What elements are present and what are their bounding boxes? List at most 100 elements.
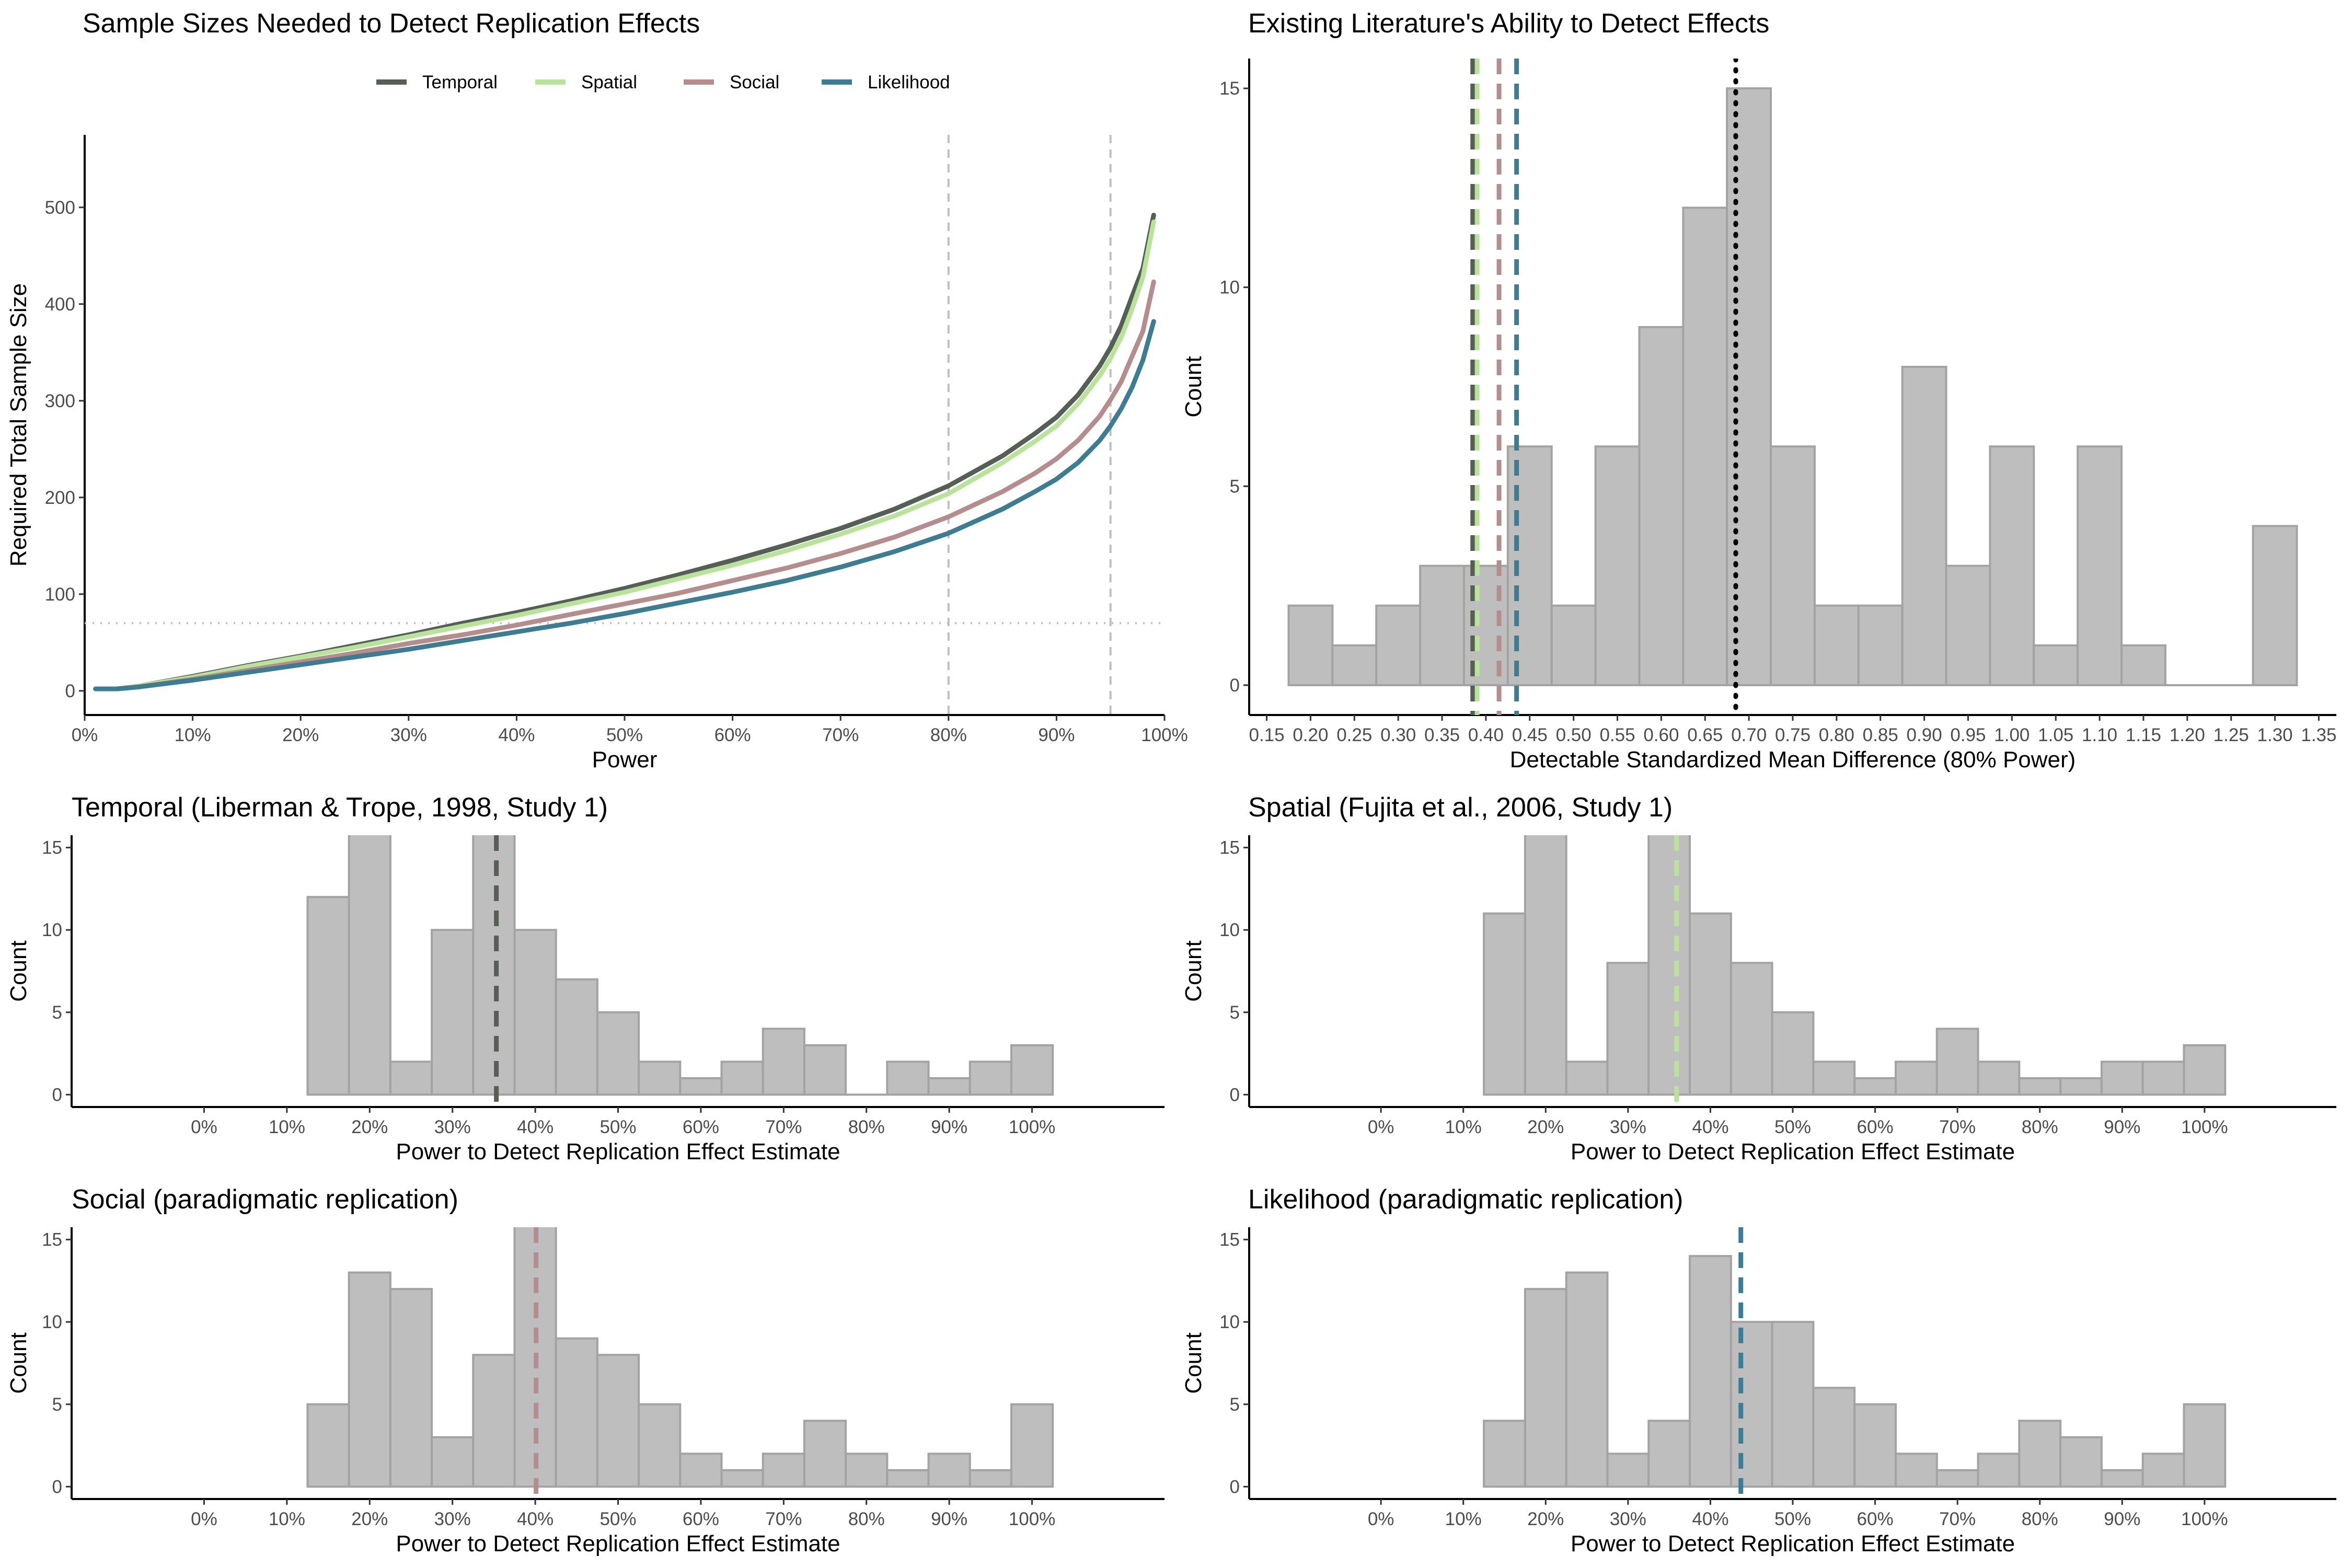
histogram-bar	[886, 1469, 930, 1488]
histogram-bar	[1857, 604, 1904, 686]
x-tick-label: 20%	[282, 725, 319, 745]
y-tick-label: 0	[65, 681, 75, 701]
histogram-bar	[1375, 604, 1422, 686]
x-tick-label: 50%	[1774, 1509, 1811, 1529]
x-tick-label: 0.20	[1293, 725, 1328, 745]
histogram-bar	[348, 1271, 391, 1488]
y-tick-label: 15	[1219, 78, 1240, 99]
x-tick-label: 100%	[1141, 725, 1188, 745]
y-tick-label: 200	[45, 488, 75, 508]
histogram-bar	[306, 1403, 350, 1488]
histogram-bar	[1331, 644, 1378, 686]
x-tick-label: 10%	[269, 1117, 305, 1137]
x-tick-label: 30%	[390, 725, 427, 745]
y-tick-label: 0	[1230, 675, 1240, 696]
y-tick-label: 300	[45, 391, 75, 411]
y-tick-label: 10	[42, 920, 62, 940]
histogram-bar	[679, 1452, 723, 1488]
x-tick-label: 80%	[930, 725, 967, 745]
panel-social: Social (paradigmatic replication) 0% 10% 20…	[6, 1184, 1165, 1557]
histogram-bar	[1894, 1060, 1938, 1096]
x-tick-label: 0.50	[1556, 725, 1592, 745]
histogram-bar	[2018, 1420, 2062, 1488]
x-tick-label: 40%	[517, 1509, 554, 1529]
histogram-bar	[1977, 1452, 2021, 1488]
x-tick-label: 50%	[599, 1117, 636, 1137]
plot-area	[306, 1227, 1054, 1499]
histogram-bar	[2183, 1044, 2227, 1096]
y-tick-label: 15	[42, 838, 62, 858]
histogram-bar	[1853, 1077, 1897, 1096]
y-axis-title: Count	[1181, 1332, 1206, 1393]
histogram-bar	[969, 1469, 1012, 1488]
histogram-bar	[1770, 445, 1816, 686]
x-tick-label: 80%	[848, 1117, 885, 1137]
x-axis-title: Power to Detect Replication Effect Estim…	[396, 1531, 840, 1557]
histogram-bar	[1565, 1060, 1609, 1096]
x-tick-label: 0%	[1368, 1117, 1394, 1137]
x-tick-label: 100%	[2181, 1509, 2228, 1529]
histogram-bar	[2100, 1060, 2144, 1096]
histogram-bar	[803, 1044, 847, 1096]
histogram-bar	[2141, 1060, 2185, 1096]
histogram-bar	[762, 1452, 805, 1488]
x-tick-label: 0.80	[1819, 725, 1854, 745]
x-tick-label: 1.25	[2213, 725, 2249, 745]
histogram-bar	[1935, 1028, 1979, 1096]
histogram-bar	[1524, 835, 1567, 1096]
x-tick-label: 90%	[931, 1509, 967, 1529]
legend-label: Temporal	[422, 72, 498, 93]
histogram-bar	[1771, 1321, 1815, 1488]
plot-area	[85, 135, 1165, 715]
histogram-bar	[1894, 1452, 1938, 1488]
y-axis-title: Count	[6, 940, 31, 1001]
x-tick-label: 0.90	[1907, 725, 1942, 745]
y-tick-label: 0	[52, 1085, 62, 1105]
panel-title: Temporal (Liberman & Trope, 1998, Study …	[72, 792, 608, 823]
x-tick-label: 0.70	[1731, 725, 1767, 745]
panel-sample-size: Sample Sizes Needed to Detect Replicatio…	[6, 8, 1188, 773]
x-tick-label: 10%	[175, 725, 211, 745]
panel-temporal: Temporal (Liberman & Trope, 1998, Study …	[6, 792, 1165, 1165]
plot-area	[1483, 1227, 2227, 1499]
series-line-spatial	[93, 220, 1156, 691]
x-tick-label: 70%	[822, 725, 859, 745]
histogram-bar	[2252, 525, 2298, 686]
x-tick-label: 90%	[1038, 725, 1075, 745]
histogram-bar	[1813, 604, 1860, 686]
x-tick-label: 40%	[1692, 1117, 1728, 1137]
x-tick-label: 0.25	[1336, 725, 1372, 745]
x-tick-label: 10%	[1445, 1509, 1482, 1529]
panel-title: Social (paradigmatic replication)	[72, 1184, 458, 1215]
histogram-bar	[472, 835, 516, 1096]
x-tick-label: 0.75	[1775, 725, 1811, 745]
series-line-social	[93, 279, 1156, 691]
x-axis-title: Power	[592, 747, 658, 773]
histogram-bar	[2033, 644, 2079, 686]
x-tick-label: 90%	[2104, 1509, 2140, 1529]
y-tick-label: 0	[1230, 1085, 1240, 1105]
histogram-bar	[969, 1060, 1012, 1096]
histogram-bar	[845, 1452, 889, 1488]
x-tick-label: 80%	[2022, 1117, 2058, 1137]
x-tick-label: 70%	[765, 1509, 802, 1529]
y-tick-label: 10	[1219, 920, 1240, 940]
histogram-bar	[1550, 604, 1597, 686]
histogram-bar	[431, 1436, 475, 1488]
y-tick-label: 0	[52, 1477, 62, 1497]
x-axis-title: Power to Detect Replication Effect Estim…	[1571, 1139, 2015, 1165]
histogram-bar	[1730, 1321, 1773, 1488]
histogram-bar	[513, 929, 557, 1096]
histogram-bar	[1682, 206, 1728, 686]
y-tick-label: 10	[42, 1312, 62, 1332]
histogram-bar	[1287, 604, 1334, 686]
x-tick-label: 50%	[599, 1509, 636, 1529]
y-axis-title: Count	[1181, 356, 1206, 417]
panel-title: Sample Sizes Needed to Detect Replicatio…	[83, 8, 700, 39]
panel-literature: Existing Literature's Ability to Detect …	[1181, 8, 2337, 773]
x-tick-label: 1.30	[2257, 725, 2293, 745]
y-tick-label: 0	[1230, 1477, 1240, 1497]
histogram-bar	[306, 896, 350, 1096]
x-tick-label: 70%	[1939, 1509, 1976, 1529]
